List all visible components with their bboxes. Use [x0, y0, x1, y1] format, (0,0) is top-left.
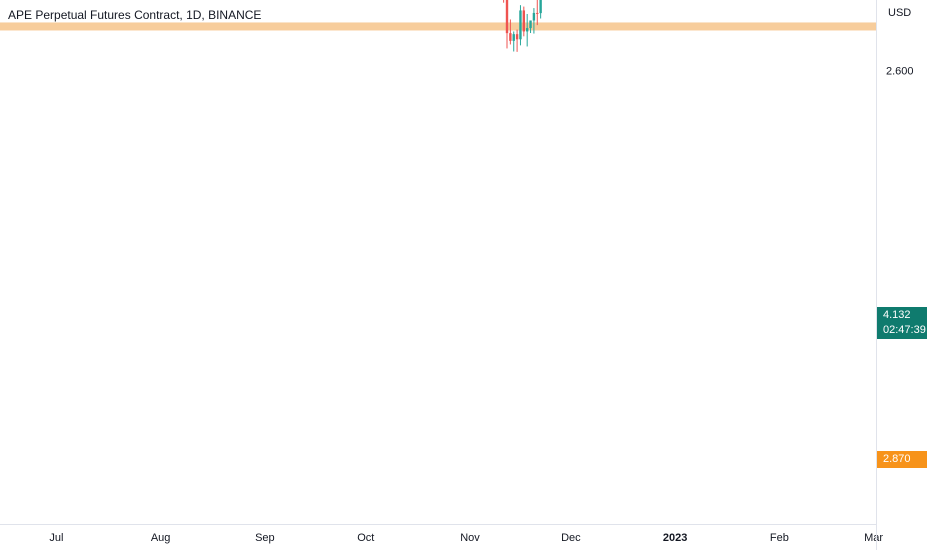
- x-tick-label: Oct: [357, 532, 374, 544]
- x-tick-label: Mar: [864, 532, 883, 544]
- chart-title: APE Perpetual Futures Contract, 1D, BINA…: [8, 8, 262, 22]
- candle-body: [539, 0, 542, 14]
- time-axis-border: [0, 524, 876, 525]
- last-price-tag: 4.132 02:47:39: [877, 307, 927, 339]
- x-tick-label: Feb: [770, 532, 789, 544]
- candle-body: [519, 10, 522, 40]
- x-tick-label: Jul: [49, 532, 63, 544]
- support-zone-2: [0, 22, 876, 31]
- candle-body: [515, 34, 519, 40]
- candle-body: [536, 12, 539, 14]
- x-tick-label: Dec: [561, 532, 581, 544]
- last-price-value: 4.132: [883, 309, 911, 321]
- currency-label: USD: [888, 7, 912, 19]
- candle-body: [529, 20, 532, 29]
- bar-countdown: 02:47:39: [883, 324, 926, 336]
- x-tick-label: Aug: [151, 532, 171, 544]
- x-tick-label: 2023: [663, 532, 687, 544]
- candle-body: [532, 12, 536, 21]
- candle-body: [522, 10, 526, 32]
- support-price-tag: 2.870: [877, 451, 927, 468]
- price-axis-border: [876, 0, 877, 550]
- candle-body: [509, 33, 512, 41]
- candle-body: [512, 34, 515, 41]
- x-tick-label: Sep: [255, 532, 275, 544]
- candle-body: [505, 0, 509, 34]
- candle-body: [525, 28, 529, 32]
- y-tick-label: 2.600: [886, 65, 914, 77]
- x-tick-label: Nov: [460, 532, 480, 544]
- support-price-value: 2.870: [883, 453, 911, 465]
